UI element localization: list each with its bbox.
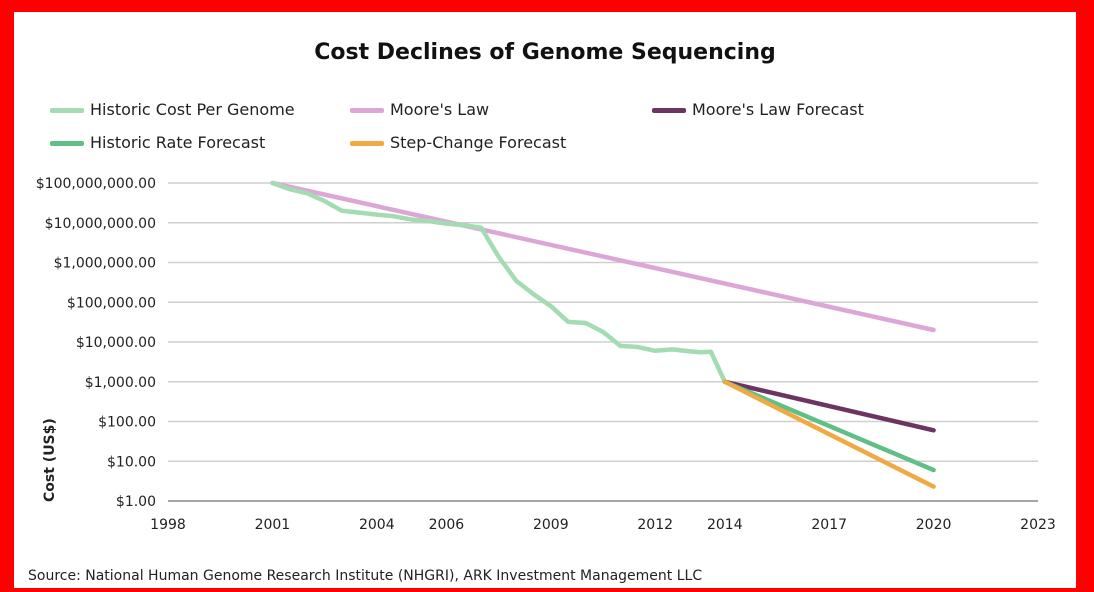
legend-label-step-change-forecast: Step-Change Forecast [390, 133, 567, 152]
legend-label-historic-cost: Historic Cost Per Genome [90, 100, 295, 119]
y-axis-label: Cost (US$) [42, 418, 58, 502]
x-tick-label: 2023 [1020, 517, 1056, 533]
x-tick-labels: 1998 2001 2004 2006 2009 2012 2014 2017 2020 2023 [150, 517, 1056, 533]
y-tick-label: $100.00 [98, 415, 156, 431]
legend-label-historic-rate-forecast: Historic Rate Forecast [90, 133, 266, 152]
grid-lines [168, 182, 1038, 502]
series-line-step-change-forecast [722, 379, 936, 489]
y-tick-label: $10,000,000.00 [45, 216, 156, 232]
source-note: Source: National Human Genome Research I… [28, 568, 703, 584]
y-tick-label: $10,000.00 [76, 335, 156, 351]
x-tick-label: 2001 [255, 517, 291, 533]
series-lines [270, 180, 936, 489]
y-tick-label: $100,000,000.00 [36, 176, 156, 192]
series-line-moore-s-law [270, 180, 936, 333]
y-tick-label: $1,000,000.00 [54, 256, 156, 272]
y-tick-label: $1.00 [116, 494, 156, 510]
x-tick-label: 1998 [150, 517, 186, 533]
series-line-moore-s-law-forecast [722, 379, 936, 433]
legend-swatch-moores-law [350, 108, 384, 113]
x-tick-label: 2006 [429, 517, 465, 533]
x-tick-label: 2009 [533, 517, 569, 533]
legend-label-moores-law: Moore's Law [390, 100, 490, 119]
x-tick-label: 2012 [637, 517, 673, 533]
series-line-historic-cost-per-genome [270, 180, 728, 385]
chart-title: Cost Declines of Genome Sequencing [314, 40, 776, 65]
series-line-historic-rate-forecast [722, 379, 936, 473]
y-tick-label: $100,000.00 [67, 295, 156, 311]
x-tick-label: 2020 [916, 517, 952, 533]
legend-label-moores-law-forecast: Moore's Law Forecast [692, 100, 864, 119]
legend-swatch-step-change-forecast [350, 141, 384, 146]
legend-swatch-historic-rate-forecast [50, 141, 84, 146]
x-tick-label: 2004 [359, 517, 395, 533]
legend-swatch-moores-law-forecast [652, 108, 686, 113]
y-tick-labels: $1.00 $10.00 $100.00 $1,000.00 $10,000.00 $10… [36, 176, 156, 510]
chart-plot: $1.00 $10.00 $100.00 $1,000.00 $10,000.00 $10… [36, 176, 1056, 533]
x-tick-label: 2014 [707, 517, 743, 533]
legend-swatch-historic-cost [50, 108, 84, 113]
y-tick-label: $1,000.00 [85, 375, 156, 391]
y-tick-label: $10.00 [107, 454, 156, 470]
chart-frame: Cost Declines of Genome Sequencing Histo… [14, 12, 1076, 588]
x-tick-label: 2017 [811, 517, 847, 533]
